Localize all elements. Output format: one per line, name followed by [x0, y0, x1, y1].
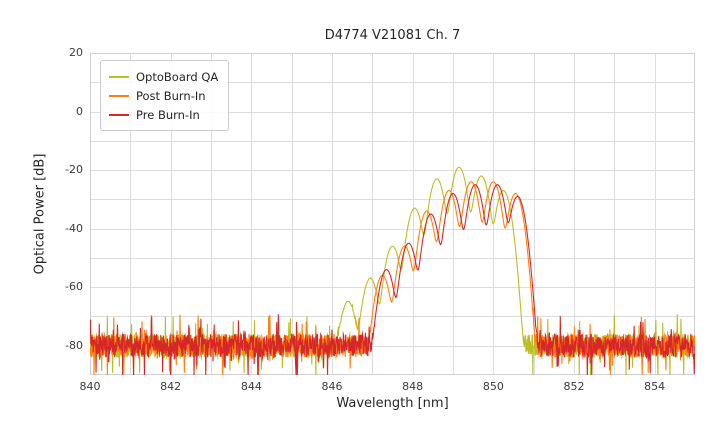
legend-line-swatch [109, 113, 129, 116]
legend: OptoBoard QA Post Burn-In Pre Burn-In [100, 60, 230, 131]
x-tick-label: 842 [160, 380, 182, 393]
y-tick-label: -80 [65, 338, 83, 352]
legend-label: Post Burn-In [136, 88, 206, 103]
y-tick-label: -60 [65, 280, 83, 294]
x-tick-label: 848 [402, 380, 424, 393]
legend-item: Pre Burn-In [109, 105, 218, 124]
x-tick-label: 840 [79, 380, 101, 393]
legend-item: Post Burn-In [109, 86, 218, 105]
x-tick-label: 854 [644, 380, 666, 393]
legend-label: OptoBoard QA [136, 69, 219, 84]
legend-line-swatch [109, 75, 129, 78]
x-tick-label: 850 [482, 380, 504, 393]
x-tick-label: 844 [240, 380, 262, 393]
y-tick-label: 20 [69, 46, 83, 59]
y-tick-label: 0 [76, 104, 83, 118]
y-tick-label: -20 [65, 163, 83, 177]
x-axis-label: Wavelength [nm] [336, 396, 449, 411]
x-tick-label: 852 [563, 380, 585, 393]
legend-item: OptoBoard QA [109, 67, 218, 86]
x-tick-label: 846 [321, 380, 343, 393]
legend-line-swatch [109, 94, 129, 97]
y-tick-label: -40 [65, 221, 83, 235]
legend-label: Pre Burn-In [136, 107, 200, 122]
chart-title: D4774 V21081 Ch. 7 [324, 28, 461, 43]
